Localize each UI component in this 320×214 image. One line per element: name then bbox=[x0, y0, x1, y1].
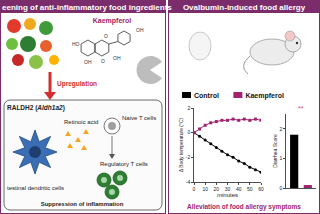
svg-text:Upregulation: Upregulation bbox=[57, 80, 97, 88]
svg-text:20: 20 bbox=[214, 186, 220, 192]
svg-text:Δ Body temperature (°C): Δ Body temperature (°C) bbox=[178, 117, 184, 172]
svg-text:0: 0 bbox=[193, 186, 196, 192]
svg-text:RALDH2 (Aldh1a2): RALDH2 (Aldh1a2) bbox=[7, 104, 65, 112]
svg-text:10: 10 bbox=[202, 186, 208, 192]
svg-text:Suppression of inflammation: Suppression of inflammation bbox=[41, 201, 124, 207]
svg-text:1: 1 bbox=[279, 155, 282, 161]
svg-text:-4: -4 bbox=[186, 179, 191, 185]
svg-text:OH: OH bbox=[113, 55, 121, 61]
svg-text:Kaempferol: Kaempferol bbox=[93, 17, 132, 25]
svg-text:2: 2 bbox=[279, 126, 282, 132]
svg-text:O: O bbox=[104, 33, 108, 39]
svg-text:minutes: minutes bbox=[217, 192, 238, 198]
svg-text:40: 40 bbox=[236, 186, 242, 192]
svg-text:Retinoic acid: Retinoic acid bbox=[64, 119, 98, 125]
svg-text:OH: OH bbox=[84, 59, 92, 65]
svg-text:eening of anti-inflammatory fo: eening of anti-inflammatory food ingredi… bbox=[2, 3, 172, 12]
svg-text:50: 50 bbox=[247, 186, 253, 192]
svg-text:Alleviation of food allergy sy: Alleviation of food allergy symptoms bbox=[187, 203, 301, 211]
svg-text:30: 30 bbox=[225, 186, 231, 192]
svg-text:Ovalbumin-induced food allergy: Ovalbumin-induced food allergy bbox=[183, 3, 306, 12]
svg-text:OH: OH bbox=[136, 27, 144, 33]
svg-text:Diarrhea Score: Diarrhea Score bbox=[272, 134, 278, 168]
svg-text:Regulatory T cells: Regulatory T cells bbox=[100, 161, 148, 167]
svg-text:Naive T cells: Naive T cells bbox=[122, 115, 156, 121]
svg-text:2: 2 bbox=[187, 105, 190, 111]
svg-text:HO: HO bbox=[72, 41, 80, 47]
svg-text:**: ** bbox=[298, 105, 304, 112]
svg-text:O: O bbox=[101, 58, 105, 64]
svg-text:Control: Control bbox=[194, 92, 219, 99]
svg-text:Kaempferol: Kaempferol bbox=[245, 92, 284, 100]
svg-text:testinal dendritic cells: testinal dendritic cells bbox=[7, 185, 64, 191]
svg-text:0: 0 bbox=[187, 129, 190, 135]
svg-text:0: 0 bbox=[279, 185, 282, 191]
svg-text:-2: -2 bbox=[186, 154, 191, 160]
svg-text:60: 60 bbox=[258, 186, 264, 192]
